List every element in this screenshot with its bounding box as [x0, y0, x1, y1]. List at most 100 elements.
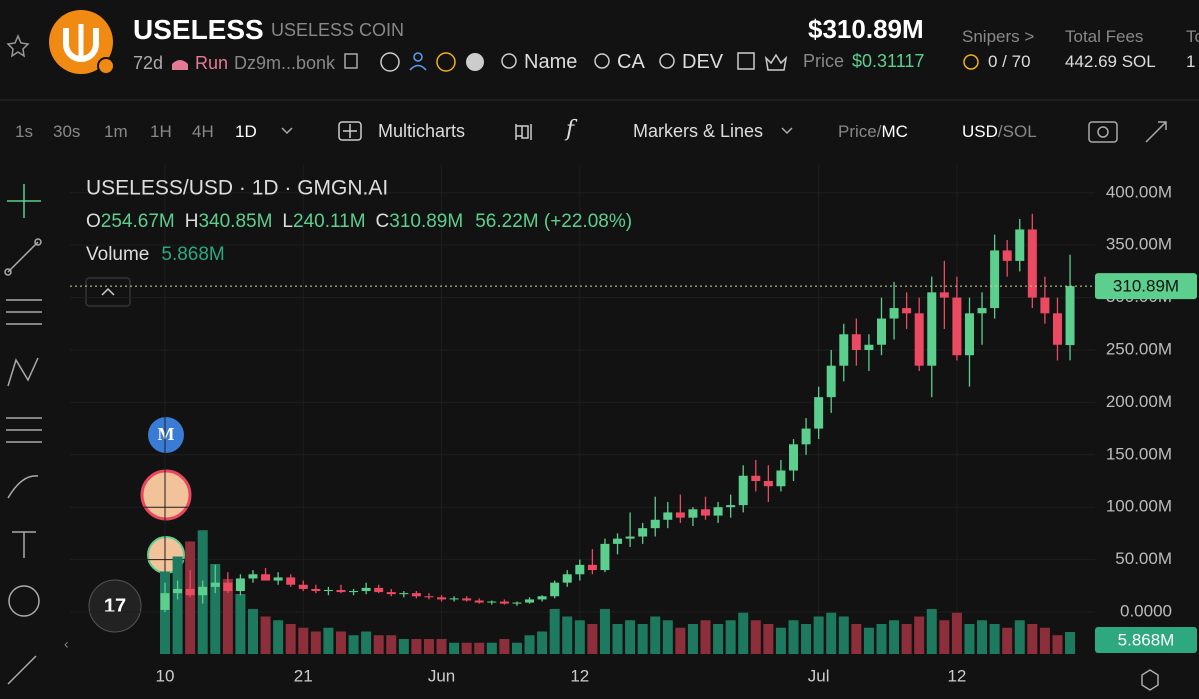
candle-body [776, 470, 786, 487]
volume-bar [574, 620, 585, 654]
markers[interactable]: Markers & Lines [633, 121, 764, 141]
volume-bar [763, 624, 774, 654]
candle-body [399, 593, 409, 595]
volume-bar [914, 616, 925, 654]
age: 72d [133, 53, 164, 73]
volume-bar [210, 564, 221, 654]
candle-body [487, 601, 497, 603]
last-price-label: 310.89M [1113, 277, 1179, 296]
volume-bar [637, 624, 648, 654]
link[interactable]: CA [617, 51, 645, 73]
volume-bar [977, 620, 988, 654]
market-cap: $310.89M [808, 14, 924, 44]
candle-body [550, 582, 560, 597]
y-tick-label: 350.00M [1106, 235, 1172, 254]
ohlc-value: 240.11M [293, 211, 366, 232]
volume-bar [687, 624, 698, 654]
link[interactable]: DEV [682, 51, 724, 73]
candle-body [713, 507, 723, 516]
interval[interactable]: 1s [15, 122, 33, 141]
candle-body [512, 602, 522, 604]
candle-body [701, 509, 711, 516]
volume-bar [398, 639, 409, 654]
volume-bar [235, 594, 246, 654]
candle-body [336, 589, 346, 593]
volume-bar [587, 624, 598, 654]
volume-bar [675, 627, 686, 654]
marker-badge[interactable]: M [158, 424, 175, 444]
cut-label: To [1186, 27, 1199, 46]
x-tick-label: Jul [808, 666, 830, 685]
candle-body [914, 313, 924, 366]
interval[interactable]: 1m [104, 122, 128, 141]
candle-body [839, 334, 849, 366]
last-price-tag [1095, 273, 1197, 300]
interval[interactable]: 4H [192, 122, 214, 141]
volume-bar [863, 627, 874, 654]
candle-body [1040, 297, 1050, 314]
ohlc-value: 340.85M [198, 211, 272, 232]
volume-bar [486, 642, 497, 654]
interval[interactable]: 1H [150, 122, 172, 141]
candle-body [977, 308, 987, 314]
volume-bar [1039, 627, 1050, 654]
volume-bar [801, 624, 812, 654]
candle-body [198, 586, 208, 596]
price: $0.31117 [852, 51, 925, 71]
candle-body [638, 528, 648, 537]
volume-bar [298, 627, 309, 654]
chart-title: USELESS/USD · 1D · GMGN.AI [86, 177, 388, 200]
ohlc-key: O [86, 211, 101, 232]
interval[interactable]: 30s [53, 122, 81, 141]
indicator-icon[interactable]: f [566, 117, 575, 142]
x-tick-label: 12 [947, 666, 966, 685]
svg-text:‹: ‹ [64, 636, 69, 652]
price-label: Price [803, 51, 845, 71]
ohlc-key: L [282, 211, 293, 232]
address[interactable]: Dz9m...bonk [234, 53, 336, 73]
sep: / [997, 122, 1003, 141]
volume-tag [1095, 626, 1197, 653]
snipers-label[interactable]: Snipers > [962, 27, 1035, 46]
candle-body [424, 596, 434, 598]
volume-bar [939, 620, 950, 654]
multicharts[interactable]: Multicharts [378, 121, 466, 141]
fees-label: Total Fees [1065, 27, 1144, 46]
candle-body [273, 577, 283, 581]
volume-value: 5.868M [161, 244, 224, 265]
volume-bar [160, 571, 170, 654]
volume-bar [222, 579, 233, 654]
volume-bar [361, 631, 372, 654]
ohlc-value: 254.67M [101, 211, 175, 232]
candle-body [173, 588, 183, 594]
price-mc[interactable]: Price/MC [838, 122, 908, 142]
candle-body [726, 505, 736, 508]
volume-bar [273, 620, 284, 654]
x-tick-label: Jun [428, 666, 455, 685]
volume-bar [423, 639, 434, 654]
volume-bar [989, 624, 1000, 654]
candle-body [801, 428, 811, 445]
candle-body [763, 480, 773, 487]
volume-bar [599, 609, 610, 654]
volume-bar [461, 642, 472, 654]
volume-bar [964, 624, 975, 654]
volume-bar [247, 609, 258, 654]
x-tick-label: 12 [570, 666, 589, 685]
volume-bar [650, 616, 661, 654]
run[interactable]: Run [195, 53, 229, 73]
y-tick-label: 200.00M [1106, 392, 1172, 411]
volume-bar [499, 639, 510, 654]
interval-active[interactable]: 1D [235, 122, 257, 141]
x-tick-label: 10 [156, 666, 175, 685]
candle-body [437, 597, 447, 600]
ohlc-legend: O254.67M H340.85M L240.11M C310.89M 56.22M (… [86, 211, 632, 232]
candle-body [223, 582, 233, 592]
drawing-tools[interactable] [4, 184, 1159, 691]
volume-tag-label: 5.868M [1118, 630, 1175, 649]
fees: 442.69 SOL [1065, 52, 1156, 71]
candle-body [311, 588, 321, 592]
link[interactable]: Name [524, 51, 578, 73]
usd-sol[interactable]: USD/SOL [962, 122, 1037, 142]
